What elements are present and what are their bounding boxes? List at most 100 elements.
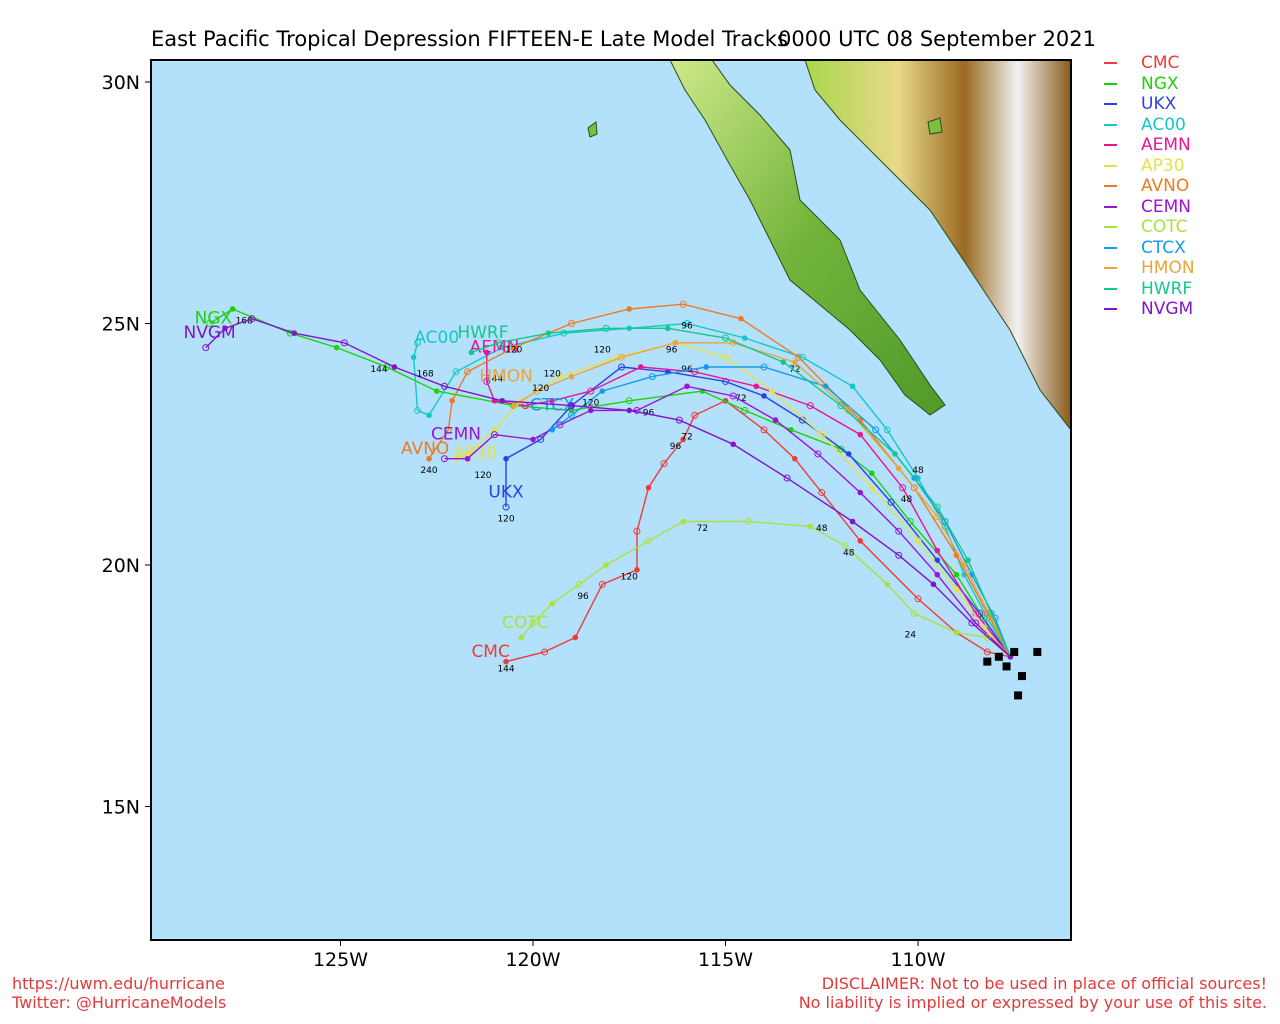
forecast-hour-label: 120	[621, 572, 638, 582]
legend-swatch	[1104, 144, 1117, 146]
track-point	[587, 407, 594, 414]
track-point	[792, 359, 798, 365]
track-model-name: NGX	[195, 309, 233, 329]
track-point	[795, 353, 803, 361]
track-cemn: 96 120 CEMN	[431, 383, 1014, 660]
track-point	[953, 571, 960, 578]
initial-position-marker	[983, 657, 992, 666]
track-point	[291, 330, 298, 336]
track-line	[455, 342, 1011, 658]
track-point	[499, 344, 506, 351]
forecast-hour-label: 96	[666, 345, 678, 355]
track-point	[568, 402, 575, 410]
track-point	[965, 557, 971, 563]
track-point	[934, 571, 941, 578]
track-point	[680, 518, 686, 525]
track-model-name: CEMN	[431, 424, 481, 444]
track-point	[849, 383, 856, 390]
track-model-name: CMC	[471, 642, 509, 662]
forecast-hour-label: 72	[681, 432, 692, 442]
track-point	[672, 340, 679, 346]
track-point	[598, 580, 606, 588]
track-cmc: 120 96 72 144 CMC	[471, 397, 1014, 674]
forecast-hour-label: 96	[643, 408, 655, 418]
track-point	[503, 658, 509, 665]
track-point	[648, 373, 656, 381]
track-point	[484, 349, 490, 356]
legend-label: CMC	[1141, 53, 1180, 73]
track-aemn: 48 96 144 AEMN	[470, 337, 1014, 660]
track-point	[410, 354, 417, 361]
track-point	[426, 412, 432, 419]
track-point	[557, 373, 563, 380]
cedros-island	[587, 121, 598, 138]
legend-label: COTC	[1141, 217, 1188, 237]
forecast-hour-label: 72	[697, 524, 708, 534]
track-point	[933, 513, 941, 521]
forecast-hour-label: 120	[505, 345, 522, 355]
tracks-layer: 1209672144CMC168NGX72120UKX72120AC004896…	[184, 300, 1014, 674]
map-frame	[150, 59, 1072, 941]
forecast-hour-label: 240	[420, 466, 437, 476]
track-point	[914, 537, 922, 545]
track-point	[545, 330, 552, 336]
track-point	[983, 633, 991, 641]
track-model-name: UKX	[488, 482, 524, 502]
track-point	[953, 629, 960, 636]
track-point	[895, 465, 902, 472]
legend-swatch	[1104, 62, 1117, 64]
track-point	[468, 349, 475, 356]
legend-swatch	[1104, 267, 1117, 269]
track-point	[760, 363, 768, 371]
track-point	[933, 503, 941, 511]
track-line	[520, 520, 1011, 658]
initial-position-marker	[994, 652, 1003, 661]
track-line	[205, 317, 1011, 658]
land-layer	[587, 60, 1071, 431]
track-point	[645, 537, 652, 545]
track-model-name: HMON	[479, 366, 533, 386]
track-point	[549, 600, 556, 607]
track-point	[503, 455, 509, 462]
initial-position-marker	[1010, 647, 1019, 656]
track-point	[730, 441, 737, 448]
forecast-hour-label: 120	[594, 345, 611, 355]
track-point	[414, 339, 421, 347]
track-model-name: NVGM	[184, 323, 236, 343]
mainland-mexico	[804, 60, 1071, 431]
track-model-name: COTC	[502, 613, 549, 633]
footer-url[interactable]: https://uwm.edu/hurricane	[12, 974, 225, 993]
footer-disclaimer: DISCLAIMER: Not to be used in place of o…	[799, 974, 1267, 1012]
track-line	[486, 352, 1011, 658]
track-point	[983, 648, 991, 656]
track-model-name: CTCX	[530, 395, 575, 415]
track-point	[626, 306, 633, 312]
track-model-name: AC00	[414, 328, 459, 348]
track-point	[568, 320, 575, 327]
legend-swatch	[1104, 185, 1117, 187]
track-point	[626, 407, 633, 414]
track-point	[679, 300, 687, 308]
forecast-hour-label: 168	[417, 370, 434, 380]
track-point	[683, 320, 691, 327]
track-point	[675, 416, 683, 424]
legend-label: HWRF	[1141, 278, 1193, 299]
lon-tick-label: 110W	[890, 949, 945, 971]
tiburon-island	[927, 117, 943, 135]
legend-label: UKX	[1141, 94, 1177, 114]
map-valid-time: 0000 UTC 08 September 2021	[778, 27, 1097, 51]
track-point	[792, 455, 798, 462]
track-point	[934, 547, 941, 554]
track-point	[899, 484, 907, 492]
forecast-hour-label: 144	[497, 664, 514, 674]
track-point	[941, 518, 949, 526]
track-point	[502, 503, 510, 511]
lon-tick-label: 125W	[313, 949, 368, 971]
legend-swatch	[1104, 226, 1117, 228]
ocean-area	[151, 60, 1071, 940]
forecast-hour-label: 48	[816, 524, 828, 534]
track-point	[845, 451, 852, 457]
forecast-hour-label: 48	[912, 466, 924, 476]
lat-tick-label: 20N	[102, 555, 140, 577]
track-point	[568, 411, 575, 419]
